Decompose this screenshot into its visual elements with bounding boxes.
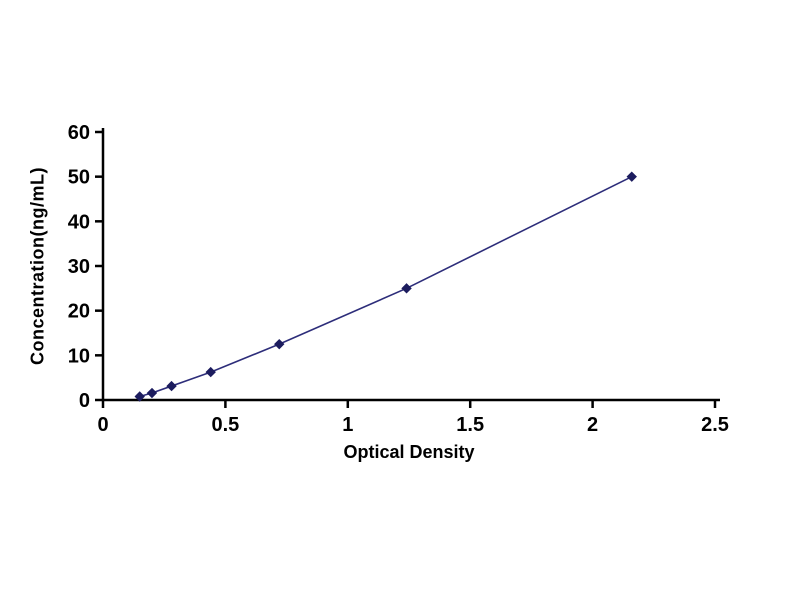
- x-axis-label: Optical Density: [343, 442, 475, 462]
- x-tick-label: 0.5: [211, 414, 239, 436]
- data-point-marker: [401, 283, 412, 294]
- y-tick-label: 30: [68, 256, 90, 278]
- y-tick-label: 50: [68, 167, 90, 189]
- data-point-marker: [274, 338, 285, 350]
- y-tick-label: 0: [79, 390, 90, 412]
- y-tick-label: 10: [68, 345, 90, 367]
- y-tick-label: 60: [68, 122, 90, 144]
- standard-curve-line: [139, 175, 633, 398]
- data-point-marker: [134, 391, 145, 402]
- y-tick-label: 40: [68, 211, 90, 233]
- data-point-marker: [205, 366, 216, 378]
- x-tick-label: 2.5: [701, 414, 729, 436]
- x-tick-label: 1: [342, 414, 353, 436]
- data-point-marker: [146, 387, 158, 399]
- data-point-marker: [166, 380, 177, 392]
- y-axis-label: Concentration(ng/mL): [27, 167, 48, 365]
- x-tick-label: 0: [97, 414, 108, 436]
- x-tick-label: 1.5: [456, 414, 484, 436]
- y-tick-label: 20: [68, 301, 90, 323]
- data-point-marker: [626, 171, 637, 182]
- x-tick-label: 2: [587, 414, 598, 436]
